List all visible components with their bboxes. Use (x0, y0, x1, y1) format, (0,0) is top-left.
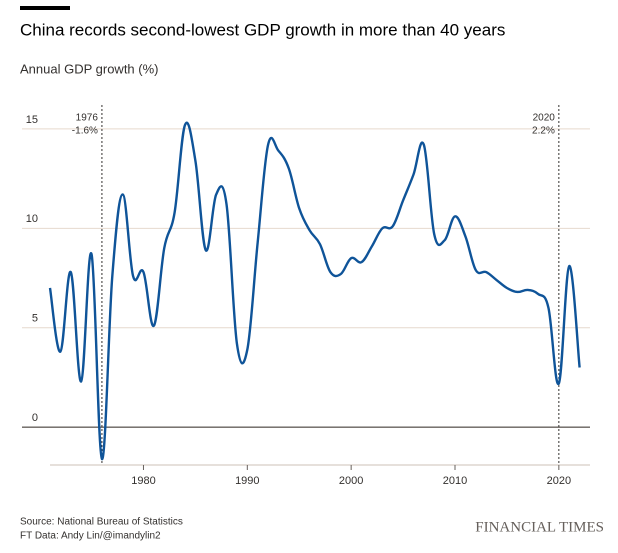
y-tick-label: 10 (26, 213, 38, 225)
chart-title: China records second-lowest GDP growth i… (20, 20, 505, 39)
x-tick-label: 1990 (235, 475, 259, 487)
line (48, 121, 581, 461)
x-tick-label: 2020 (547, 475, 571, 487)
credit: FT Data: Andy Lin/@imandylin2 (20, 531, 161, 542)
x-tick-label: 2010 (443, 475, 467, 487)
x-tick-label: 1980 (131, 475, 155, 487)
annotation-text: -1.6% (72, 126, 98, 137)
y-tick-label: 0 (32, 412, 38, 424)
y-tick-label: 15 (26, 114, 38, 126)
y-tick-label: 5 (32, 313, 38, 325)
annotation-text: 1976 (76, 113, 99, 124)
subtitle: Annual GDP growth (%) (20, 61, 159, 76)
annotation-text: 2.2% (532, 126, 555, 137)
title-bar (20, 6, 70, 10)
source: Source: National Bureau of Statistics (20, 517, 183, 528)
brand: FINANCIAL TIMES (475, 519, 604, 535)
x-tick-label: 2000 (339, 475, 363, 487)
annotation-text: 2020 (533, 113, 556, 124)
